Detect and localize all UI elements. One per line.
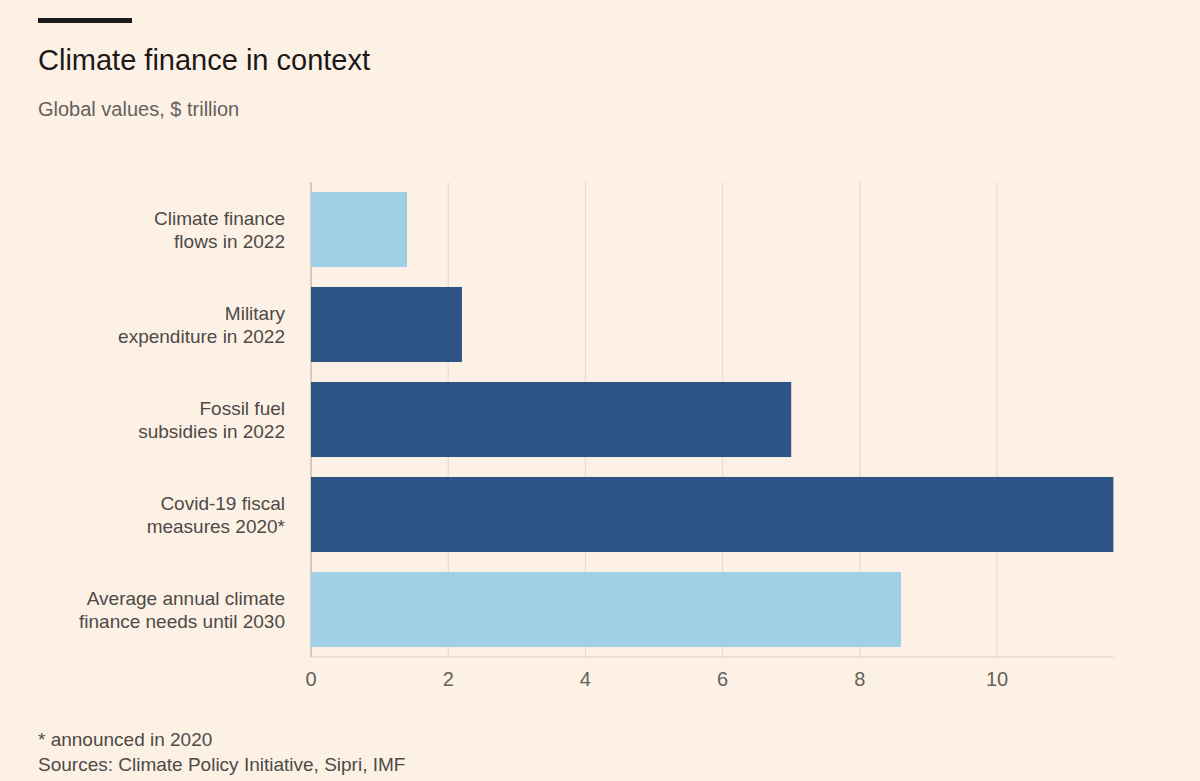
bar [311, 382, 791, 457]
category-label-line: Climate finance [154, 208, 285, 229]
category-label: Fossil fuelsubsidies in 2022 [138, 398, 285, 442]
source: Sources: Climate Policy Initiative, Sipr… [38, 754, 405, 775]
bars [311, 192, 1114, 647]
category-label-line: expenditure in 2022 [118, 326, 285, 347]
grid-line [996, 182, 997, 657]
category-label-line: Fossil fuel [199, 398, 285, 419]
title-bar [38, 18, 132, 23]
category-label-line: Military [225, 303, 286, 324]
subtitle: Global values, $ trillion [38, 98, 239, 120]
category-label-line: Covid-19 fiscal [160, 493, 285, 514]
tick-label: 0 [305, 668, 316, 690]
category-label-line: measures 2020* [147, 516, 286, 537]
tick-label: 2 [443, 668, 454, 690]
category-label-line: finance needs until 2030 [79, 611, 285, 632]
bar [311, 572, 901, 647]
chart: Climate finance in context Global values,… [0, 0, 1200, 781]
tick-label: 10 [986, 668, 1008, 690]
x-axis-line [311, 657, 1114, 658]
category-label: Average annual climatefinance needs unti… [79, 588, 285, 632]
category-label: Militaryexpenditure in 2022 [118, 303, 285, 347]
footnote: * announced in 2020 [38, 729, 212, 750]
category-label: Climate financeflows in 2022 [154, 208, 285, 252]
bar [311, 192, 407, 267]
tick-label: 6 [717, 668, 728, 690]
tick-label: 4 [580, 668, 591, 690]
category-label-line: subsidies in 2022 [138, 421, 285, 442]
category-label: Covid-19 fiscalmeasures 2020* [147, 493, 286, 537]
tick-label: 8 [854, 668, 865, 690]
bar [311, 287, 462, 362]
category-label-line: Average annual climate [87, 588, 285, 609]
bar [311, 477, 1114, 552]
background [0, 0, 1200, 781]
category-label-line: flows in 2022 [174, 231, 285, 252]
title: Climate finance in context [38, 44, 370, 76]
